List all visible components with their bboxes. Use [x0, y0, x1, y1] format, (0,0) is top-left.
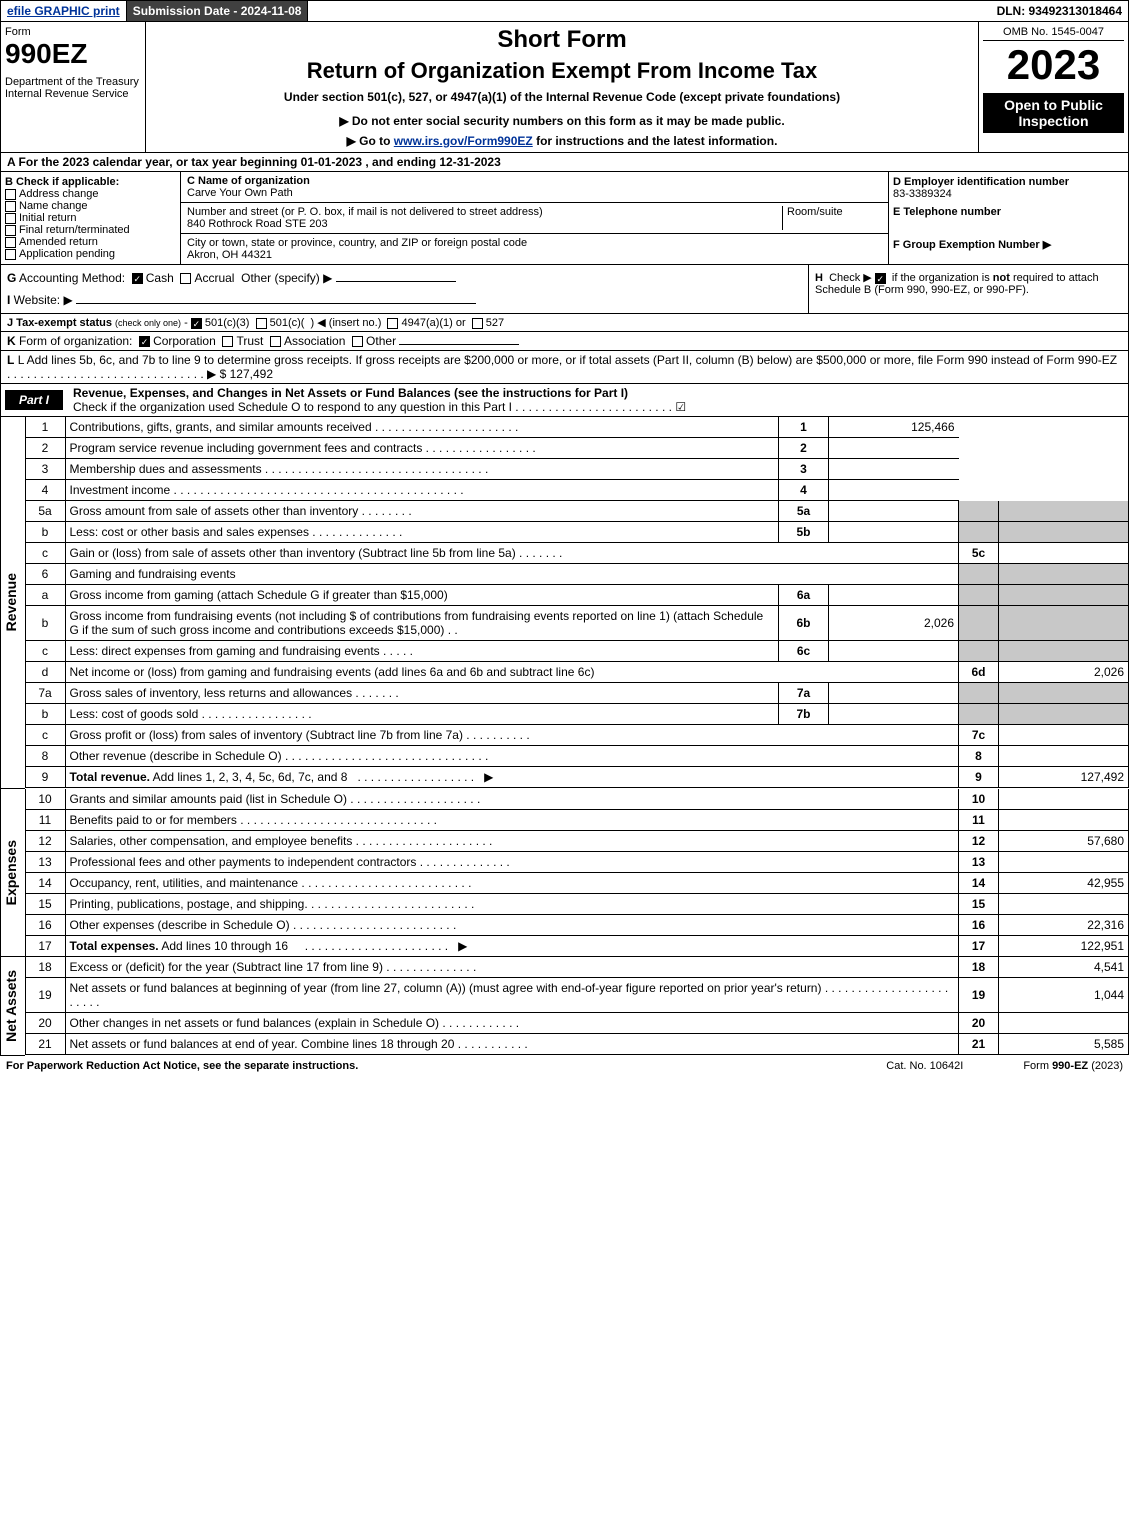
- dept-label: Department of the Treasury Internal Reve…: [5, 76, 141, 100]
- c-label: C Name of organization: [187, 175, 310, 187]
- submission-date: Submission Date - 2024-11-08: [127, 1, 309, 21]
- expenses-section: Expenses 10Grants and similar amounts pa…: [0, 789, 1129, 958]
- section-def: D Employer identification number 83-3389…: [888, 172, 1128, 264]
- form-number: 990EZ: [5, 38, 141, 70]
- footer-left: For Paperwork Reduction Act Notice, see …: [6, 1060, 358, 1072]
- ein-value: 83-3389324: [893, 188, 1124, 200]
- page-footer: For Paperwork Reduction Act Notice, see …: [0, 1056, 1129, 1076]
- b-opt-final[interactable]: Final return/terminated: [5, 224, 176, 236]
- dln: DLN: 93492313018464: [991, 1, 1128, 21]
- revenue-label: Revenue: [1, 567, 21, 637]
- section-gh: G Accounting Method: ✓Cash Accrual Other…: [0, 265, 1129, 314]
- header-left: Form 990EZ Department of the Treasury In…: [1, 22, 146, 152]
- netassets-table: 18Excess or (deficit) for the year (Subt…: [25, 957, 1129, 1055]
- org-city: Akron, OH 44321: [187, 249, 272, 261]
- expenses-label: Expenses: [1, 834, 21, 911]
- part-i-check: Check if the organization used Schedule …: [73, 400, 686, 414]
- header-mid: Short Form Return of Organization Exempt…: [146, 22, 978, 152]
- title-shortform: Short Form: [150, 26, 974, 54]
- header-right: OMB No. 1545-0047 2023 Open to Public In…: [978, 22, 1128, 152]
- efile-link[interactable]: efile GRAPHIC print: [7, 4, 120, 18]
- ssn-warning: ▶ Do not enter social security numbers o…: [150, 114, 974, 128]
- footer-formref: Form 990-EZ (2023): [1023, 1060, 1123, 1072]
- netassets-label: Net Assets: [1, 964, 21, 1048]
- part-i-header: Part I Revenue, Expenses, and Changes in…: [0, 384, 1129, 417]
- org-name: Carve Your Own Path: [187, 187, 293, 199]
- part-i-badge: Part I: [5, 390, 63, 410]
- revenue-table: 1Contributions, gifts, grants, and simil…: [25, 417, 1129, 788]
- b-opt-amended[interactable]: Amended return: [5, 236, 176, 248]
- omb-label: OMB No. 1545-0047: [983, 26, 1124, 41]
- form-word: Form: [5, 26, 141, 38]
- netassets-section: Net Assets 18Excess or (deficit) for the…: [0, 957, 1129, 1056]
- section-g: G Accounting Method: ✓Cash Accrual Other…: [1, 265, 808, 313]
- section-c: C Name of organization Carve Your Own Pa…: [181, 172, 888, 264]
- goto-line: ▶ Go to www.irs.gov/Form990EZ for instru…: [150, 134, 974, 148]
- room-suite-label: Room/suite: [782, 206, 882, 230]
- expenses-table: 10Grants and similar amounts paid (list …: [25, 789, 1129, 957]
- e-label: E Telephone number: [893, 206, 1124, 218]
- section-bcdef: B Check if applicable: Address change Na…: [0, 172, 1129, 265]
- b-label: B Check if applicable:: [5, 176, 176, 188]
- efile-label: efile GRAPHIC print: [1, 1, 127, 21]
- irs-link[interactable]: www.irs.gov/Form990EZ: [394, 134, 533, 148]
- subtitle: Under section 501(c), 527, or 4947(a)(1)…: [150, 90, 974, 104]
- revenue-section: Revenue 1Contributions, gifts, grants, a…: [0, 417, 1129, 789]
- tax-year: 2023: [983, 41, 1124, 89]
- section-j: J Tax-exempt status (check only one) - ✓…: [0, 314, 1129, 332]
- section-b: B Check if applicable: Address change Na…: [1, 172, 181, 264]
- org-address: 840 Rothrock Road STE 203: [187, 218, 328, 230]
- part-i-title: Revenue, Expenses, and Changes in Net As…: [73, 386, 628, 400]
- open-to-public: Open to Public Inspection: [983, 93, 1124, 133]
- section-i: I Website: ▶: [7, 293, 802, 307]
- c-city-label: City or town, state or province, country…: [187, 237, 527, 249]
- header-block: Form 990EZ Department of the Treasury In…: [0, 22, 1129, 153]
- d-label: D Employer identification number: [893, 176, 1124, 188]
- l-value: 127,492: [230, 367, 273, 381]
- b-opt-address[interactable]: Address change: [5, 188, 176, 200]
- top-bar: efile GRAPHIC print Submission Date - 20…: [0, 0, 1129, 22]
- b-opt-name[interactable]: Name change: [5, 200, 176, 212]
- footer-catno: Cat. No. 10642I: [886, 1060, 963, 1072]
- l-text: L Add lines 5b, 6c, and 7b to line 9 to …: [7, 353, 1117, 381]
- f-label: F Group Exemption Number ▶: [893, 238, 1124, 251]
- section-l: L L Add lines 5b, 6c, and 7b to line 9 t…: [0, 351, 1129, 384]
- section-k: K Form of organization: ✓Corporation Tru…: [0, 332, 1129, 351]
- b-opt-initial[interactable]: Initial return: [5, 212, 176, 224]
- section-a: A For the 2023 calendar year, or tax yea…: [0, 153, 1129, 172]
- section-h: H Check ▶ ✓ if the organization is not r…: [808, 265, 1128, 313]
- c-addr-label: Number and street (or P. O. box, if mail…: [187, 206, 543, 218]
- title-return: Return of Organization Exempt From Incom…: [150, 58, 974, 84]
- b-opt-pending[interactable]: Application pending: [5, 248, 176, 260]
